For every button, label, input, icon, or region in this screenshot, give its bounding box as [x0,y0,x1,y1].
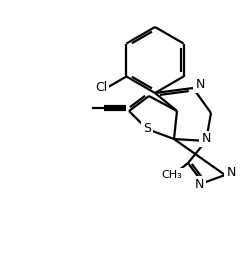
Text: CH₃: CH₃ [162,170,182,180]
Text: N: N [194,177,204,191]
Text: N: N [201,133,211,145]
Text: Cl: Cl [95,81,107,94]
Text: N: N [226,166,236,180]
Text: S: S [143,122,151,136]
Text: N: N [195,78,205,92]
